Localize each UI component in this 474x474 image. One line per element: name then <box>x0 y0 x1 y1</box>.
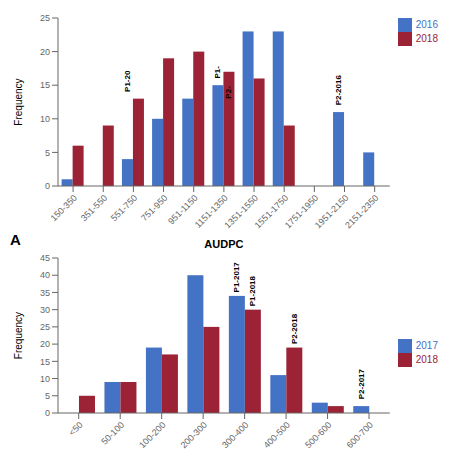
svg-text:<50: <50 <box>67 420 85 438</box>
svg-text:100-200: 100-200 <box>137 420 167 450</box>
svg-text:1751-1950: 1751-1950 <box>282 192 321 231</box>
svg-text:20: 20 <box>40 339 50 349</box>
svg-text:150-350: 150-350 <box>49 193 79 223</box>
svg-text:15: 15 <box>40 80 50 90</box>
svg-text:Frequency: Frequency <box>13 312 24 359</box>
svg-text:45: 45 <box>40 253 50 263</box>
svg-text:P2-2017: P2-2017 <box>357 368 366 399</box>
svg-text:1951-2150: 1951-2150 <box>312 192 351 231</box>
svg-text:P2-2016: P2-2016 <box>334 75 343 106</box>
svg-text:1551-1750: 1551-1750 <box>252 192 291 231</box>
svg-text:P2-: P2- <box>224 86 233 99</box>
svg-text:P1-20: P1-20 <box>123 70 132 92</box>
svg-text:Frequency: Frequency <box>13 78 24 125</box>
svg-text:500-600: 500-600 <box>303 420 333 450</box>
svg-text:1351-1550: 1351-1550 <box>222 192 260 231</box>
svg-text:P2-2018: P2-2018 <box>290 313 299 344</box>
svg-text:35: 35 <box>40 288 50 298</box>
svg-text:951-1150: 951-1150 <box>166 192 200 227</box>
svg-text:5: 5 <box>45 148 50 158</box>
svg-text:25: 25 <box>40 13 50 23</box>
svg-text:300-400: 300-400 <box>220 420 250 450</box>
svg-text:551-750: 551-750 <box>109 193 139 223</box>
svg-text:2151-2350: 2151-2350 <box>343 193 381 231</box>
svg-text:AUDPC: AUDPC <box>204 238 243 248</box>
svg-text:0: 0 <box>45 408 50 418</box>
svg-text:751-950: 751-950 <box>139 193 169 223</box>
html-text:2018: 2018 <box>415 353 438 365</box>
html-text:2017: 2017 <box>415 339 438 351</box>
svg-text:5: 5 <box>45 391 50 401</box>
html-text:2018: 2018 <box>415 32 438 44</box>
svg-text:40: 40 <box>40 270 50 280</box>
svg-text:600-700: 600-700 <box>345 420 375 450</box>
svg-text:20: 20 <box>40 47 50 57</box>
svg-text:10: 10 <box>40 374 50 384</box>
svg-text:351-550: 351-550 <box>79 193 109 223</box>
svg-text:25: 25 <box>40 322 50 332</box>
svg-text:1151-1350: 1151-1350 <box>192 192 230 230</box>
svg-text:15: 15 <box>40 357 50 367</box>
svg-text:P1-: P1- <box>213 66 222 79</box>
svg-text:P1-2017: P1-2017 <box>232 262 241 293</box>
svg-text:30: 30 <box>40 305 50 315</box>
html-text:2016: 2016 <box>415 18 438 30</box>
svg-text:50-100: 50-100 <box>99 420 126 447</box>
svg-text:P1-2018: P1-2018 <box>248 275 257 306</box>
svg-text:0: 0 <box>45 181 50 191</box>
svg-text:10: 10 <box>40 114 50 124</box>
svg-text:400-500: 400-500 <box>262 420 292 450</box>
html-text:A: A <box>10 231 21 248</box>
svg-text:200-300: 200-300 <box>179 420 209 450</box>
